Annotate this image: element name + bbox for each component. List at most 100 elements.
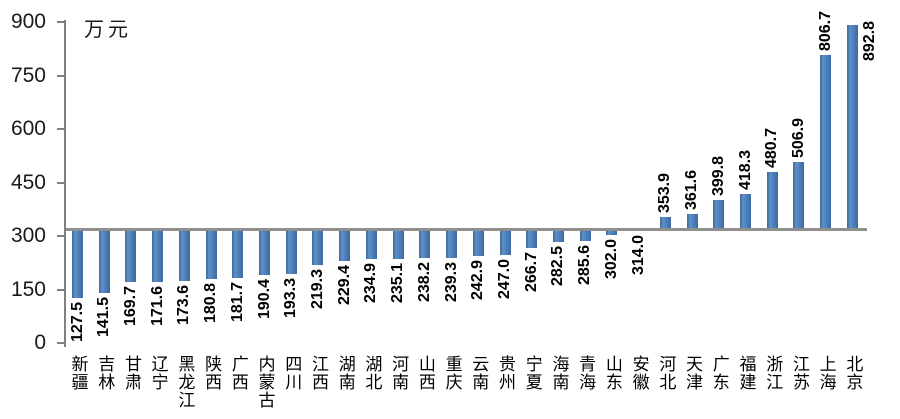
category-label: 广西 <box>228 355 248 391</box>
bar-value-label: 234.9 <box>362 263 380 304</box>
category-label: 山东 <box>602 355 622 391</box>
bar-value-label: 506.9 <box>789 118 807 159</box>
bar <box>419 229 431 259</box>
category-label: 安徽 <box>629 355 649 391</box>
bar-value-label: 399.8 <box>709 156 727 197</box>
y-axis-tick <box>57 235 66 237</box>
bar-value-label: 229.4 <box>335 265 353 306</box>
bar <box>713 200 725 231</box>
bar-value-label: 171.6 <box>148 285 166 326</box>
bar <box>766 171 778 231</box>
bar <box>98 229 110 293</box>
y-axis-tick-label: 0 <box>34 331 46 354</box>
bar-value-label: 190.4 <box>255 279 273 320</box>
category-label: 广东 <box>709 355 729 391</box>
category-label: 天津 <box>683 355 703 391</box>
bar <box>606 229 618 236</box>
y-axis-unit-label: 万元 <box>84 19 132 41</box>
bar-value-label: 806.7 <box>816 11 834 52</box>
category-label: 黑龙江 <box>175 355 195 409</box>
category-label: 海南 <box>549 355 569 391</box>
bar-value-label: 239.3 <box>442 261 460 302</box>
bar <box>339 229 351 262</box>
y-axis-tick <box>57 288 66 291</box>
bar <box>686 214 698 231</box>
bar-value-label: 180.8 <box>202 282 220 323</box>
bar-value-label: 193.3 <box>282 278 300 319</box>
bar <box>365 229 377 260</box>
bar <box>446 229 458 258</box>
category-label: 陕西 <box>202 355 222 391</box>
category-label: 河南 <box>389 355 409 391</box>
category-label: 宁夏 <box>522 355 542 391</box>
bar-value-label: 480.7 <box>763 127 781 168</box>
bar-value-label: 266.7 <box>522 251 540 292</box>
bar-value-label: 302.0 <box>602 239 620 280</box>
category-label: 江苏 <box>789 355 809 391</box>
category-label: 贵州 <box>496 355 516 391</box>
y-axis-tick <box>57 128 66 130</box>
bar <box>125 229 137 283</box>
bar <box>552 229 564 243</box>
bar-value-label: 285.6 <box>576 245 594 286</box>
category-label: 云南 <box>469 355 489 391</box>
bar <box>526 229 538 248</box>
bar-value-label: 127.5 <box>68 301 86 342</box>
category-label: 北京 <box>843 355 863 391</box>
category-label: 河北 <box>656 355 676 391</box>
y-axis-tick-label: 600 <box>10 117 46 140</box>
bar-value-label: 314.0 <box>629 235 647 276</box>
bar-value-label: 219.3 <box>308 268 326 309</box>
category-label: 浙江 <box>763 355 783 391</box>
y-axis-tick-label: 150 <box>10 277 46 301</box>
baseline-reference-line <box>66 227 867 231</box>
bar <box>740 193 751 231</box>
bar-value-label: 242.9 <box>469 260 487 301</box>
bar <box>793 162 805 231</box>
bar-value-label: 247.0 <box>496 258 514 299</box>
category-label: 上海 <box>816 355 836 391</box>
bar <box>178 229 190 282</box>
bar <box>846 24 858 231</box>
category-label: 甘肃 <box>121 355 141 391</box>
bar <box>205 229 217 279</box>
bar <box>259 229 271 276</box>
y-axis-tick <box>57 342 66 344</box>
category-label: 江西 <box>308 355 328 391</box>
y-axis-tick-label: 750 <box>10 63 46 87</box>
category-label: 新疆 <box>68 355 88 391</box>
y-axis-tick <box>57 21 66 23</box>
bar <box>499 229 511 255</box>
category-label: 湖南 <box>335 355 355 391</box>
bar-value-label: 141.5 <box>95 296 113 337</box>
bar-value-label: 238.2 <box>415 262 433 303</box>
y-axis-tick-label: 300 <box>10 224 46 247</box>
bar-value-label: 169.7 <box>121 286 139 327</box>
category-label: 内蒙古 <box>255 355 275 409</box>
y-axis-tick <box>57 181 66 184</box>
bar-value-label: 181.7 <box>228 282 246 323</box>
category-label: 湖北 <box>362 355 382 391</box>
category-label: 四川 <box>282 355 302 391</box>
category-label: 青海 <box>576 355 596 391</box>
category-label: 辽宁 <box>148 355 168 391</box>
bar <box>232 229 244 279</box>
bar <box>392 229 404 260</box>
category-label: 重庆 <box>442 355 462 391</box>
bar-value-label: 361.6 <box>683 169 701 211</box>
bar <box>820 55 832 231</box>
category-label: 吉林 <box>95 355 115 391</box>
bar-value-label: 892.8 <box>860 20 878 61</box>
bar-value-label: 418.3 <box>736 149 754 190</box>
category-label: 福建 <box>736 355 756 391</box>
bar <box>312 229 324 265</box>
bar <box>659 216 671 231</box>
bar <box>72 229 83 298</box>
bar-value-label: 173.6 <box>175 285 193 326</box>
y-axis-tick-label: 900 <box>10 10 46 33</box>
category-label: 山西 <box>415 355 435 391</box>
bar-value-label: 353.9 <box>656 172 674 213</box>
bar <box>152 229 164 282</box>
bar-value-label: 282.5 <box>549 246 567 287</box>
